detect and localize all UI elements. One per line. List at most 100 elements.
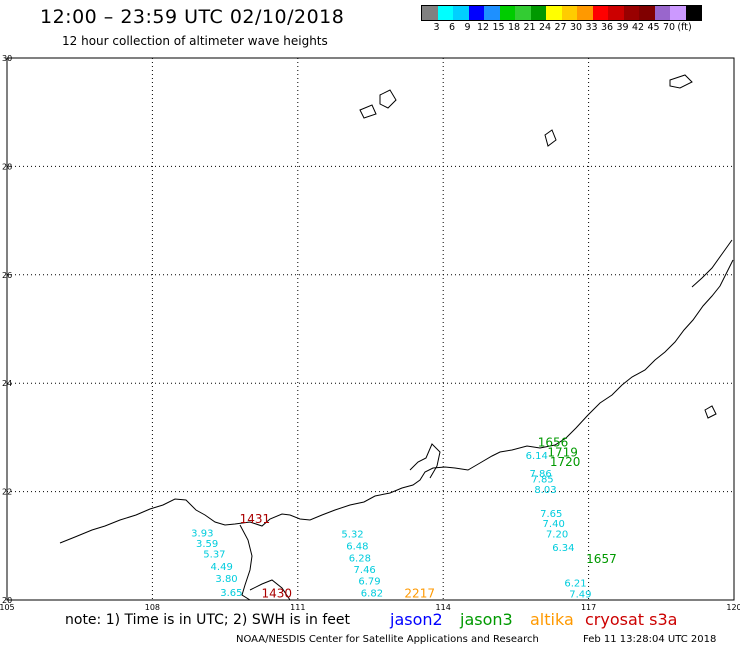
wave-height-value: 6.48: [346, 542, 368, 553]
wave-height-value: 5.37: [203, 550, 225, 561]
color-swatch: [685, 6, 701, 20]
pass-time-label: 2217: [404, 586, 435, 600]
wave-height-value: 7.49: [569, 589, 591, 600]
color-scale-label: 45: [647, 22, 660, 33]
lon-tick-label: 120: [726, 603, 740, 612]
pass-time-label: 1430: [261, 586, 292, 600]
pearl-river-delta: [409, 443, 441, 479]
map-subtitle: 12 hour collection of altimeter wave hei…: [62, 34, 328, 48]
map-frame: [6, 57, 735, 601]
legend-item-jason3: jason3: [460, 610, 513, 629]
color-scale-label: 27: [554, 22, 567, 33]
color-scale-label: 9: [464, 22, 471, 33]
color-scale-label: 6: [448, 22, 456, 33]
color-scale-label: 30: [569, 22, 583, 33]
wave-height-value: 7.46: [354, 565, 376, 576]
color-swatch: [484, 6, 500, 20]
color-swatch: [468, 6, 484, 20]
color-scale-label: 36: [600, 22, 614, 33]
color-scale-label: 3: [433, 22, 440, 33]
color-scale-label: (ft): [677, 22, 692, 33]
wave-height-value: 6.14: [526, 451, 548, 462]
color-scale-label: 15: [492, 22, 505, 33]
pass-time-label: 1720: [550, 455, 581, 469]
color-swatch: [453, 6, 469, 20]
lat-lon-grid: [6, 57, 735, 601]
pass-time-label: 1656: [538, 436, 569, 450]
pass-time-label: 1719: [547, 445, 578, 459]
color-swatch: [499, 6, 515, 20]
color-swatch: [670, 6, 686, 20]
lat-tick-label: 30: [2, 54, 12, 63]
lat-tick-label: 20: [2, 596, 12, 605]
lon-tick-label: 111: [290, 603, 305, 612]
wave-height-value: 6.28: [349, 554, 371, 565]
wave-height-value: 6.82: [361, 589, 383, 600]
color-swatch: [546, 6, 562, 20]
coastline: [59, 74, 734, 601]
lon-tick-label: 117: [581, 603, 596, 612]
color-scale-label: 12: [476, 22, 490, 33]
axis-tick-labels: 105 108 111 114 117 120 30 28 26 24 22 20: [0, 54, 740, 612]
credit-line: NOAA/NESDIS Center for Satellite Applica…: [236, 634, 539, 645]
island-3: [669, 74, 693, 89]
legend-item-cryosat-s3a: cryosat s3a: [585, 610, 678, 629]
wave-height-value: 3.80: [215, 574, 237, 585]
color-swatch: [437, 6, 453, 20]
island-2: [359, 104, 377, 119]
generated-timestamp: Feb 11 13:28:04 UTC 2018: [583, 634, 717, 645]
wave-height-value: 4.49: [211, 562, 233, 573]
color-scale-label: 39: [616, 22, 629, 33]
units-note: note: 1) Time is in UTC; 2) SWH is in fe…: [65, 612, 351, 628]
color-scale-label: 33: [585, 22, 598, 33]
lat-tick-label: 26: [2, 271, 12, 280]
wave-height-value: 5.32: [341, 530, 363, 541]
wave-height-value: 6.21: [564, 578, 586, 589]
color-swatch: [608, 6, 624, 20]
hainan-island-edge: [249, 579, 291, 601]
south-china-coastline: [59, 259, 734, 544]
leizhou-peninsula: [239, 524, 253, 601]
lon-tick-label: 108: [145, 603, 160, 612]
pass-time-label: 1657: [586, 552, 617, 566]
map-title: 12:00 – 23:59 UTC 02/10/2018: [40, 6, 345, 28]
color-swatch: [515, 6, 531, 20]
color-scale-bar: [421, 5, 702, 21]
wave-height-value: 7.20: [546, 530, 568, 541]
lat-tick-label: 24: [2, 379, 12, 388]
wave-height-value: 3.59: [196, 539, 218, 550]
color-scale-label: 24: [538, 22, 552, 33]
lon-tick-label: 105: [0, 603, 15, 612]
color-swatch: [530, 6, 546, 20]
color-scale-labels: 3 6 9 12 15 18 21 24 27 30 33 36 39 42 45 70 (ft): [421, 22, 740, 34]
legend-item-jason2: jason2: [390, 610, 443, 629]
color-swatch: [592, 6, 608, 20]
color-scale-label: 18: [507, 22, 521, 33]
wave-height-value: 7.65: [540, 509, 562, 520]
lon-tick-label: 114: [436, 603, 451, 612]
island-4: [544, 129, 557, 147]
island-1: [379, 89, 397, 109]
island-5: [704, 405, 717, 419]
wave-height-value: 8.03: [534, 485, 556, 496]
wave-height-observations: 3.933.595.374.493.80 3.65 5.326.486.287.46…: [191, 436, 617, 601]
wave-height-value: 6.79: [358, 576, 380, 587]
color-swatch: [623, 6, 639, 20]
lat-tick-label: 22: [2, 488, 12, 497]
legend-item-altika: altika: [530, 610, 574, 629]
wave-height-value: 7.40: [543, 519, 565, 530]
color-swatch: [422, 6, 438, 20]
wave-height-value: 3.65: [220, 588, 242, 599]
wave-height-value: 3.93: [191, 529, 213, 540]
color-scale-label: 70: [662, 22, 676, 33]
wave-height-value: 7.85: [531, 474, 553, 485]
color-swatch: [639, 6, 655, 20]
color-swatch: [577, 6, 593, 20]
color-scale-label: 42: [631, 22, 645, 33]
taiwan-strait-islands: [691, 239, 733, 288]
lat-tick-label: 28: [2, 162, 12, 171]
pass-time-label: 1431: [240, 512, 271, 526]
color-swatch: [561, 6, 577, 20]
color-scale-label: 21: [523, 22, 536, 33]
